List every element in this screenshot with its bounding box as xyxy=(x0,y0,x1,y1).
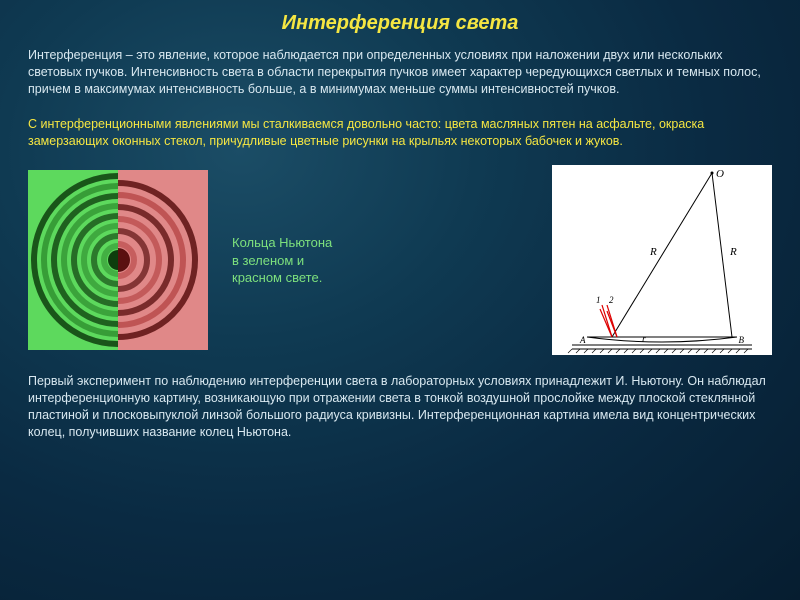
svg-text:R: R xyxy=(649,246,657,258)
intro-paragraph: Интерференция – это явление, которое наб… xyxy=(0,43,800,102)
newton-rings-image xyxy=(28,170,208,350)
lens-geometry-diagram: O R R 12 r A B xyxy=(552,165,772,355)
svg-text:1: 1 xyxy=(596,295,601,305)
rings-caption: Кольца Ньютона в зеленом и красном свете… xyxy=(232,234,342,287)
page-title: Интерференция света xyxy=(0,0,800,43)
examples-paragraph: С интерференционными явлениями мы сталки… xyxy=(0,112,800,154)
svg-text:B: B xyxy=(739,335,745,345)
svg-text:A: A xyxy=(579,335,586,345)
svg-text:O: O xyxy=(716,168,724,180)
history-paragraph: Первый эксперимент по наблюдению интерфе… xyxy=(0,369,800,445)
svg-text:2: 2 xyxy=(609,295,614,305)
svg-text:r: r xyxy=(642,334,646,345)
newton-rings-green xyxy=(28,170,118,350)
newton-rings-red xyxy=(118,170,208,350)
figure-row: Кольца Ньютона в зеленом и красном свете… xyxy=(0,153,800,363)
svg-text:R: R xyxy=(729,246,737,258)
